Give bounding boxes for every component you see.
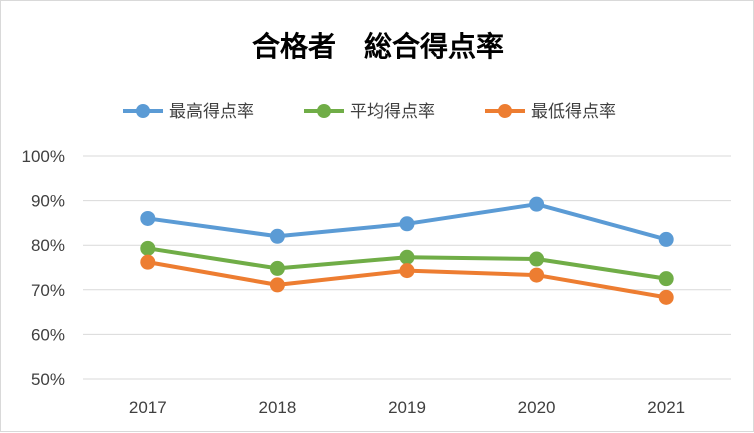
data-point (399, 216, 415, 232)
data-point (140, 254, 156, 270)
data-point (529, 251, 545, 267)
data-point (140, 240, 156, 256)
series-最低得点率 (140, 254, 674, 305)
x-tick-label: 2019 (388, 398, 426, 417)
legend-marker (498, 104, 512, 118)
data-point (658, 231, 674, 247)
data-point (399, 263, 415, 279)
legend-label: 平均得点率 (350, 102, 435, 122)
x-tick-label: 2017 (129, 398, 167, 417)
legend-item: 最低得点率 (485, 102, 616, 122)
data-point (269, 277, 285, 293)
data-point (269, 228, 285, 244)
data-point (529, 196, 545, 212)
legend-label: 最高得点率 (169, 102, 254, 122)
x-tick-label: 2020 (518, 398, 556, 417)
legend: 最高得点率 平均得点率 最低得点率 (123, 102, 616, 122)
y-tick-label: 90% (31, 192, 65, 211)
y-tick-label: 50% (31, 370, 65, 389)
data-point (140, 210, 156, 226)
series-layer (140, 196, 674, 305)
legend-marker (136, 104, 150, 118)
data-point (269, 260, 285, 276)
legend-label: 最低得点率 (531, 102, 616, 122)
series-最高得点率 (140, 196, 674, 247)
data-point (658, 289, 674, 305)
chart-title: 合格者 総合得点率 (252, 30, 504, 63)
y-axis: 100% 90% 80% 70% 60% 50% (22, 147, 65, 389)
y-tick-label: 60% (31, 325, 65, 344)
data-point (658, 271, 674, 287)
data-point (529, 267, 545, 283)
x-axis: 2017 2018 2019 2020 2021 (129, 398, 685, 417)
y-tick-label: 100% (22, 147, 65, 166)
legend-marker (317, 104, 331, 118)
legend-item: 最高得点率 (123, 102, 254, 122)
data-point (399, 249, 415, 265)
y-tick-label: 80% (31, 236, 65, 255)
series-平均得点率 (140, 240, 674, 287)
legend-item: 平均得点率 (304, 102, 435, 122)
gridlines (83, 155, 731, 380)
y-tick-label: 70% (31, 281, 65, 300)
x-tick-label: 2021 (647, 398, 685, 417)
x-tick-label: 2018 (258, 398, 296, 417)
